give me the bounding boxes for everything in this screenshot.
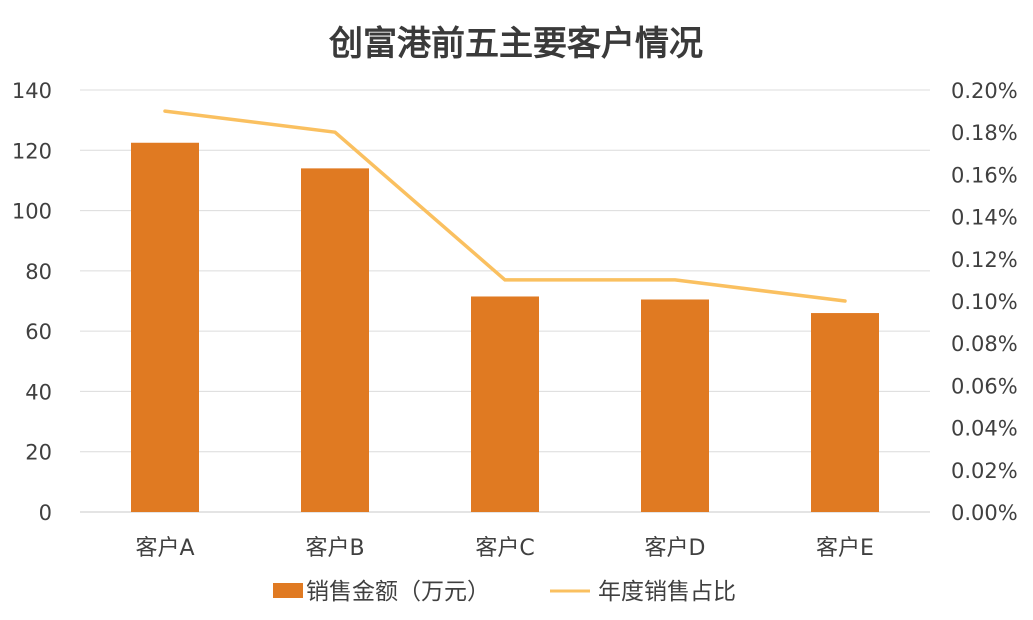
legend-label-bar: 销售金额（万元） — [306, 579, 490, 605]
left-tick-label: 60 — [25, 320, 52, 344]
legend-label-line: 年度销售占比 — [598, 579, 736, 605]
right-tick-label: 0.06% — [951, 374, 1018, 398]
right-tick-label: 0.00% — [951, 501, 1018, 525]
left-tick-label: 120 — [12, 139, 52, 163]
chart-title: 创富港前五主要客户情况 — [328, 24, 703, 64]
right-tick-label: 0.14% — [951, 206, 1018, 230]
bar — [301, 168, 369, 512]
legend: 销售金额（万元） 年度销售占比 — [273, 579, 736, 605]
right-tick-label: 0.20% — [951, 79, 1018, 103]
legend-swatch-bar — [273, 583, 303, 598]
line-path — [163, 109, 847, 303]
line-series — [163, 109, 847, 303]
category-label: 客户E — [816, 536, 874, 561]
left-tick-label: 80 — [25, 260, 52, 284]
category-label: 客户C — [475, 536, 534, 561]
left-tick-label: 40 — [25, 380, 52, 404]
right-tick-label: 0.12% — [951, 248, 1018, 272]
right-tick-label: 0.02% — [951, 459, 1018, 483]
right-tick-label: 0.16% — [951, 163, 1018, 187]
right-tick-label: 0.04% — [951, 417, 1018, 441]
left-tick-label: 100 — [12, 200, 52, 224]
category-axis: 客户A 客户B 客户C 客户D 客户E — [135, 536, 873, 561]
bar — [131, 142, 199, 512]
bar — [471, 296, 539, 512]
bar — [811, 313, 879, 512]
left-tick-label: 140 — [12, 79, 52, 103]
left-tick-label: 0 — [39, 501, 52, 525]
bar — [641, 299, 709, 512]
category-label: 客户A — [135, 536, 194, 561]
right-tick-label: 0.18% — [951, 121, 1018, 145]
right-axis: 0.00% 0.02% 0.04% 0.06% 0.08% 0.10% 0.12% 0.14%… — [951, 79, 1018, 525]
left-tick-label: 20 — [25, 441, 52, 465]
category-label: 客户D — [645, 536, 706, 561]
left-axis: 0 20 40 60 80 100 120 140 — [12, 79, 52, 525]
bar-series — [131, 142, 879, 512]
right-tick-label: 0.10% — [951, 290, 1018, 314]
right-tick-label: 0.08% — [951, 332, 1018, 356]
category-label: 客户B — [305, 536, 364, 561]
